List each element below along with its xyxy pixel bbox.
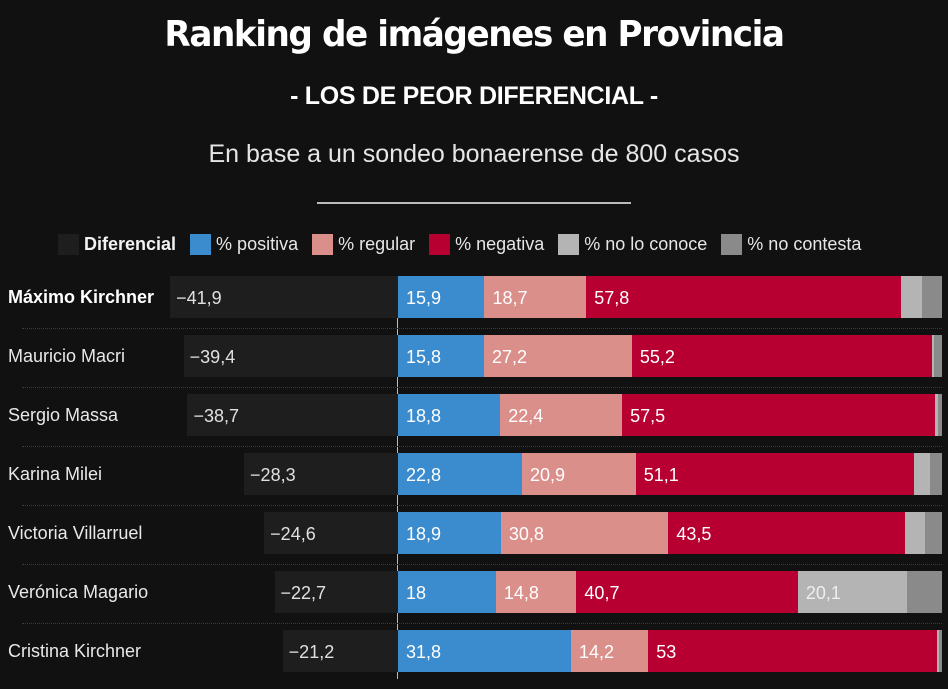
bar-segment-negativa: 55,2 [631, 335, 933, 377]
legend-swatch-positiva [190, 233, 212, 255]
legend-label-no-conoce: % no lo conoce [584, 233, 708, 254]
stacked-bar-chart: Máximo Kirchner −41,9 15,9 18,7 57,8 Mauricio… [0, 266, 948, 689]
bar-segment-positiva: 31,8 [398, 630, 571, 672]
diferencial-bar [187, 394, 398, 436]
bar-segment-regular: 20,9 [522, 453, 636, 495]
row-divider [22, 623, 942, 624]
bar-segment-no-contesta [925, 512, 942, 554]
diferencial-bar [282, 630, 398, 672]
legend-swatch-diferencial [58, 233, 79, 255]
legend-swatch-negativa [429, 233, 451, 255]
bar-segment-positiva: 15,9 [398, 276, 485, 318]
bar-segment-negativa: 43,5 [668, 512, 905, 554]
legend-item-regular: % regular [312, 233, 416, 255]
diferencial-bar [274, 571, 398, 613]
bar-segment-negativa: 51,1 [635, 453, 914, 495]
legend-item-no-contesta: % no contesta [721, 233, 862, 255]
diferencial-bar [264, 512, 398, 554]
chart-row: Victoria Villarruel −24,6 18,9 30,8 43,5 [0, 502, 948, 561]
bar-segment-positiva: 18,9 [398, 512, 501, 554]
diferencial-value-label: −41,9 [176, 288, 222, 308]
bar-segment-no-conoce [913, 453, 931, 495]
diferencial-value-label: −28,3 [250, 465, 296, 485]
row-divider [22, 387, 942, 388]
category-label: Sergio Massa [8, 405, 119, 425]
bar-segment-no-contesta [922, 276, 942, 318]
row-divider [22, 446, 942, 447]
row-divider [22, 564, 942, 565]
diferencial-value-label: −21,2 [288, 642, 335, 662]
diferencial-bar [170, 276, 398, 318]
title-divider [317, 202, 631, 204]
bar-segment-no-contesta [938, 630, 942, 672]
bar-segment-no-conoce [934, 394, 938, 436]
chart-row: Mauricio Macri −39,4 15,8 27,2 55,2 [0, 325, 948, 384]
legend-swatch-regular [312, 233, 334, 255]
bar-segment-negativa: 53 [648, 630, 937, 672]
legend-item-no-conoce: % no lo conoce [558, 233, 708, 255]
bar-segment-positiva: 22,8 [398, 453, 523, 495]
diferencial-value-label: −24,6 [270, 524, 316, 544]
category-label: Máximo Kirchner [8, 287, 155, 307]
legend-label-positiva: % positiva [216, 233, 299, 254]
bar-segment-no-contesta [937, 394, 942, 436]
category-label: Victoria Villarruel [8, 523, 143, 543]
bar-segment-negativa: 57,8 [586, 276, 901, 318]
bar-segment-no-contesta [930, 453, 942, 495]
legend-label-negativa: % negativa [455, 233, 545, 254]
bar-segment-regular: 18,7 [484, 276, 587, 318]
category-label: Mauricio Macri [8, 346, 126, 366]
chart-title: Ranking de imágenes en Provincia [164, 14, 785, 55]
bar-segment-positiva: 18,8 [398, 394, 501, 436]
legend-item-negativa: % negativa [429, 233, 545, 255]
bar-segment-regular: 22,4 [500, 394, 623, 436]
bar-segment-positiva: 15,8 [398, 335, 484, 377]
diferencial-value-label: −39,4 [189, 347, 236, 367]
chart-row: Verónica Magario −22,7 18 14,8 40,7 20,1 [0, 561, 948, 620]
bar-segment-regular: 14,8 [495, 571, 577, 613]
diferencial-bar [183, 335, 398, 377]
bar-segment-positiva: 18 [398, 571, 496, 613]
chart-subtitle: - LOS DE PEOR DIFERENCIAL - [290, 82, 658, 110]
category-label: Cristina Kirchner [8, 641, 142, 661]
diferencial-bar [244, 453, 398, 495]
chart-row: Cristina Kirchner −21,2 31,8 14,2 53 [0, 620, 948, 679]
chart-note: En base a un sondeo bonaerense de 800 ca… [208, 140, 740, 168]
chart-row: Karina Milei −28,3 22,8 20,9 51,1 [0, 443, 948, 502]
bar-segment-no-conoce [905, 512, 926, 554]
diferencial-value-label: −38,7 [193, 406, 240, 426]
bar-segment-regular: 14,2 [570, 630, 649, 672]
category-label: Karina Milei [8, 464, 103, 484]
row-divider [22, 505, 942, 506]
chart-row: Máximo Kirchner −41,9 15,9 18,7 57,8 [0, 266, 948, 325]
bar-segment-no-contesta [934, 335, 942, 377]
bar-segment-no-conoce [936, 630, 939, 672]
bar-segment-regular: 30,8 [500, 512, 669, 554]
bar-segment-no-conoce: 20,1 [797, 571, 908, 613]
bar-segment-negativa: 57,5 [622, 394, 935, 436]
category-label: Verónica Magario [8, 582, 149, 602]
legend-swatch-no-contesta [721, 233, 743, 255]
chart-row: Sergio Massa −38,7 18,8 22,4 57,5 [0, 384, 948, 443]
legend-item-positiva: % positiva [190, 233, 299, 255]
bar-segment-regular: 27,2 [483, 335, 632, 377]
bar-segment-no-conoce [900, 276, 923, 318]
legend: Diferencial % positiva % regular % negat… [58, 232, 875, 256]
legend-item-diferencial: Diferencial [58, 233, 177, 255]
bar-segment-negativa: 40,7 [576, 571, 798, 613]
legend-label-regular: % regular [338, 233, 416, 254]
bar-segment-no-contesta [907, 571, 942, 613]
legend-label-no-contesta: % no contesta [747, 233, 862, 254]
row-divider [22, 328, 942, 329]
legend-swatch-no-conoce [558, 233, 580, 255]
legend-label-diferencial: Diferencial [84, 233, 177, 254]
diferencial-value-label: −22,7 [280, 583, 327, 603]
bar-segment-no-conoce [932, 335, 935, 377]
